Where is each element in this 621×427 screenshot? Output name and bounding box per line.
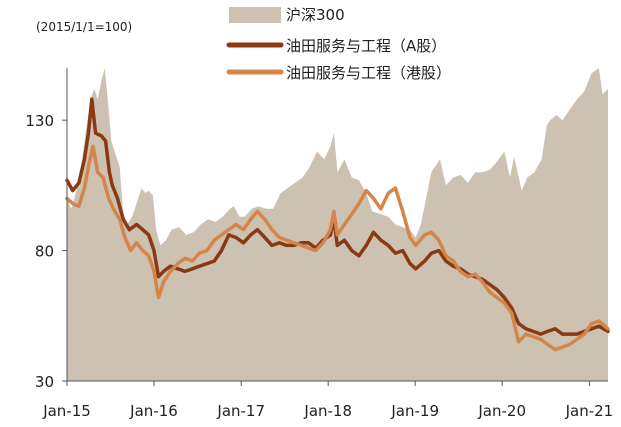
y-tick-label: 80	[35, 243, 54, 261]
x-tick-label: Jan-18	[303, 402, 352, 420]
x-tick-label: Jan-21	[565, 402, 614, 420]
legend-label-0: 沪深300	[286, 6, 345, 24]
series-line-hk-share	[65, 144, 610, 352]
unit-note: (2015/1/1=100)	[36, 20, 132, 34]
y-axis-ticks: 30 80 130	[25, 112, 67, 391]
y-tick-label: 30	[35, 373, 54, 391]
y-tick-label: 130	[25, 112, 54, 130]
legend-swatch-hs300	[229, 7, 281, 23]
x-tick-label: Jan-15	[42, 402, 91, 420]
legend-label-1: 油田服务与工程（A股）	[286, 37, 446, 55]
x-tick-label: Jan-17	[216, 402, 265, 420]
x-tick-label: Jan-19	[390, 402, 439, 420]
x-axis-ticks: Jan-15 Jan-16 Jan-17 Jan-18 Jan-19 Jan-20 Jan-…	[42, 381, 613, 420]
series-layer	[65, 68, 610, 381]
legend-label-2: 油田服务与工程（港股）	[286, 64, 451, 82]
x-tick-label: Jan-16	[129, 402, 178, 420]
legend: 沪深300 油田服务与工程（A股） 油田服务与工程（港股）	[226, 6, 451, 82]
x-tick-label: Jan-20	[477, 402, 526, 420]
series-line-a-share	[65, 97, 610, 336]
